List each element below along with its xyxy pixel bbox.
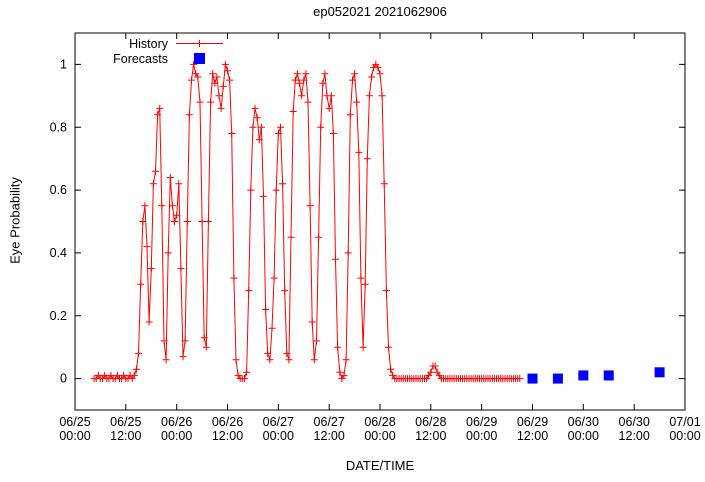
svg-text:12:00: 12:00 (517, 429, 548, 443)
forecast-points (527, 367, 665, 384)
svg-text:06/29: 06/29 (466, 415, 497, 429)
svg-text:0.6: 0.6 (50, 183, 67, 197)
svg-text:12:00: 12:00 (212, 429, 243, 443)
svg-text:06/29: 06/29 (517, 415, 548, 429)
history-series (90, 60, 524, 383)
svg-text:00:00: 00:00 (263, 429, 294, 443)
svg-text:1: 1 (60, 57, 67, 71)
svg-text:00:00: 00:00 (466, 429, 497, 443)
chart-title: ep052021 2021062906 (313, 4, 447, 19)
svg-text:00:00: 00:00 (364, 429, 395, 443)
svg-text:12:00: 12:00 (110, 429, 141, 443)
svg-text:12:00: 12:00 (619, 429, 650, 443)
y-axis-ticks: 0 0.2 0.4 0.6 0.8 1 (50, 57, 685, 386)
svg-text:06/28: 06/28 (364, 415, 395, 429)
svg-text:06/26: 06/26 (161, 415, 192, 429)
svg-text:00:00: 00:00 (669, 429, 700, 443)
x-axis-ticks: 06/2500:0006/2512:0006/2600:0006/2612:00… (59, 33, 701, 443)
legend-label-history: History (129, 37, 168, 51)
svg-text:06/25: 06/25 (59, 415, 90, 429)
svg-text:06/27: 06/27 (314, 415, 345, 429)
svg-text:00:00: 00:00 (59, 429, 90, 443)
svg-text:06/26: 06/26 (212, 415, 243, 429)
svg-text:12:00: 12:00 (314, 429, 345, 443)
svg-text:07/01: 07/01 (669, 415, 700, 429)
svg-text:00:00: 00:00 (568, 429, 599, 443)
svg-text:06/27: 06/27 (263, 415, 294, 429)
svg-text:06/28: 06/28 (415, 415, 446, 429)
legend-samples (176, 40, 223, 64)
svg-text:06/25: 06/25 (110, 415, 141, 429)
svg-text:06/30: 06/30 (568, 415, 599, 429)
legend-label-forecasts: Forecasts (113, 52, 168, 66)
svg-text:0: 0 (60, 372, 67, 386)
svg-text:0.2: 0.2 (50, 309, 67, 323)
x-axis-label: DATE/TIME (345, 458, 415, 473)
svg-text:06/30: 06/30 (619, 415, 650, 429)
svg-text:12:00: 12:00 (415, 429, 446, 443)
svg-text:0.4: 0.4 (50, 246, 67, 260)
svg-text:00:00: 00:00 (161, 429, 192, 443)
y-axis-label: Eye Probability (7, 177, 23, 264)
svg-text:0.8: 0.8 (50, 120, 67, 134)
